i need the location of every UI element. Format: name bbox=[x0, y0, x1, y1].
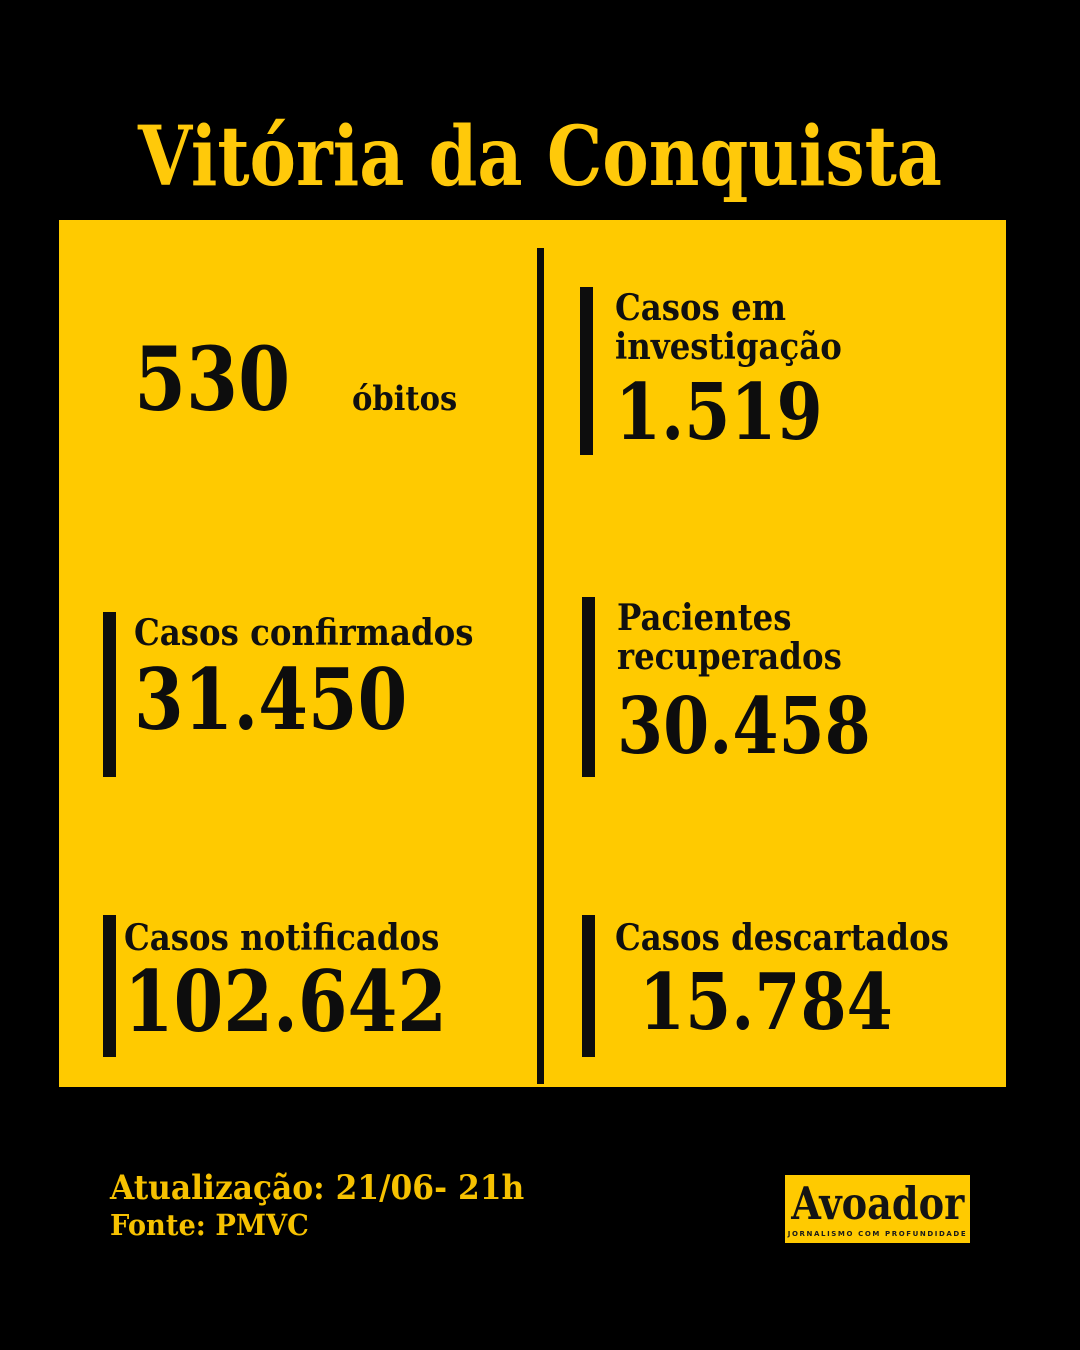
avoador-logo: Avoador JORNALISMO COM PROFUNDIDADE bbox=[785, 1175, 970, 1243]
stat-value: 530 bbox=[134, 326, 291, 431]
accent-bar bbox=[582, 597, 595, 777]
logo-wordmark: Avoador bbox=[790, 1177, 965, 1230]
stat-label: Casos em investigação bbox=[615, 287, 842, 368]
stat-block-pacientes-recuperados: Pacientes recuperados 30.458 bbox=[582, 597, 916, 777]
accent-bar bbox=[580, 287, 593, 455]
stat-label: Casos confirmados bbox=[134, 612, 474, 654]
stat-label: Casos notificados bbox=[124, 917, 440, 959]
stat-label: Pacientes recuperados bbox=[617, 597, 842, 678]
footer-source-text: Fonte: PMVC bbox=[110, 1208, 309, 1242]
column-divider bbox=[537, 248, 544, 1084]
stats-card: 530 óbitos Casos confirmados 31.450 Caso… bbox=[59, 220, 1006, 1087]
stat-label: Casos descartados bbox=[615, 917, 949, 959]
stat-label: óbitos bbox=[351, 378, 457, 419]
accent-bar bbox=[103, 612, 116, 777]
stat-block-casos-notificados: Casos notificados 102.642 bbox=[103, 915, 504, 1057]
stat-block-casos-em-investigacao: Casos em investigação 1.519 bbox=[580, 287, 867, 455]
stat-value: 1.519 bbox=[615, 367, 823, 459]
stat-value: 31.450 bbox=[134, 649, 408, 749]
page-title: Vitória da Conquista bbox=[138, 109, 942, 205]
accent-bar bbox=[103, 915, 116, 1057]
stat-value: 30.458 bbox=[617, 681, 871, 773]
stat-value: 15.784 bbox=[639, 956, 893, 1048]
stat-value: 102.642 bbox=[124, 951, 447, 1051]
accent-bar bbox=[582, 915, 595, 1057]
logo-tagline: JORNALISMO COM PROFUNDIDADE bbox=[787, 1230, 968, 1238]
stat-block-casos-confirmados: Casos confirmados 31.450 bbox=[103, 612, 511, 777]
stat-block-casos-descartados: Casos descartados 15.784 bbox=[582, 915, 986, 1057]
stat-block-obitos: 530 óbitos bbox=[99, 300, 469, 457]
footer-update-text: Atualização: 21/06- 21h bbox=[110, 1168, 525, 1208]
